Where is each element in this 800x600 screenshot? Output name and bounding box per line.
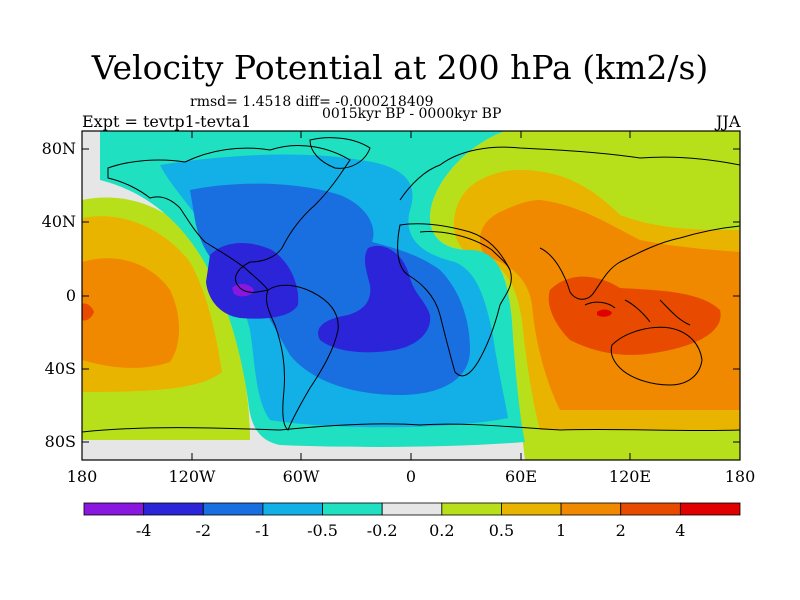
coast-south-america [265,284,339,431]
contour-positive-west-2 [82,303,94,321]
colorbar-label: -1 [255,521,271,540]
lon-tick-label: 180 [67,467,98,486]
contour-positive-2 [548,276,721,355]
colorbar-label: -0.2 [367,521,398,540]
season-label: JJA [716,112,741,131]
coast-eurasia [399,146,740,300]
colorbar-box [560,502,622,516]
lon-tick-label: 120E [609,467,651,486]
colorbar-box [620,502,681,516]
colorbar-box [202,502,264,516]
lon-tick-label: 180 [725,467,756,486]
lat-axis: 80N 40N 0 40S 80S [42,139,740,451]
coast-maritime-continent [584,299,691,326]
colorbar-box [143,502,204,516]
lon-tick-label: 120W [169,467,217,486]
lon-tick-label: 60W [283,467,320,486]
contour-negative-2 [206,243,299,319]
colorbar-box [262,502,323,516]
colorbar-box [381,502,443,516]
lat-tick-label: 40S [45,359,76,378]
map-title: Velocity Potential at 200 hPa (km2/s) [91,48,709,87]
lon-tick-label: 0 [406,467,416,486]
colorbar [83,502,741,516]
contour-positive-4 [597,309,612,317]
experiment-label: Expt = tevtp1-tevta1 [82,112,252,131]
lon-tick-label: 60E [505,467,537,486]
lon-axis: 180 120W 60W 0 60E 120E 180 [67,131,756,486]
colorbar-box [83,502,145,516]
colorbar-label: 0.2 [429,521,454,540]
stats-line: rmsd= 1.4518 diff= -0.000218409 [190,94,434,110]
colorbar-label: -0.5 [307,521,338,540]
lat-tick-label: 80S [45,432,76,451]
colorbar-box [679,502,741,516]
colorbar-labels: -4 -2 -1 -0.5 -0.2 0.2 0.5 1 2 4 [136,521,686,540]
contour-negative-2b [318,245,431,353]
coastlines [82,137,740,433]
contour-positive-west-1 [82,258,179,368]
lat-tick-label: 40N [42,212,76,231]
colorbar-label: -2 [195,521,211,540]
colorbar-label: 2 [616,521,626,540]
coast-africa [397,223,512,377]
colorbar-label: 4 [675,521,685,540]
colorbar-box [501,502,562,516]
coast-north-america [107,144,351,293]
coast-antarctica [82,423,740,433]
coast-greenland [309,137,371,169]
colorbar-label: 0.5 [489,521,514,540]
lat-tick-label: 80N [42,139,76,158]
colorbar-label: -4 [136,521,152,540]
contour-field [82,131,740,460]
period-line: 0015kyr BP - 0000kyr BP [322,106,502,122]
colorbar-box [441,502,502,516]
lat-tick-label: 0 [66,286,76,305]
coast-australia [610,326,703,386]
colorbar-label: 1 [556,521,566,540]
colorbar-box [322,502,383,516]
